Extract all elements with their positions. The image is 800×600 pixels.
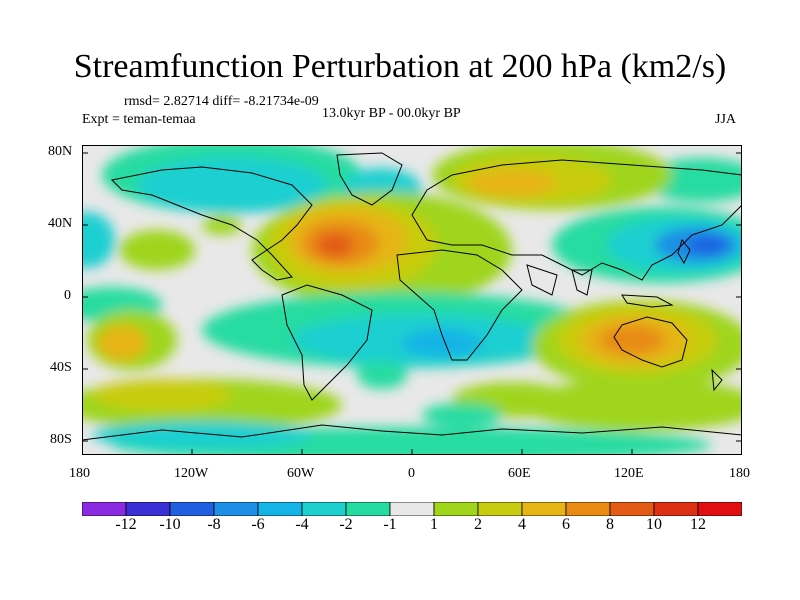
- x-tick-label: 120E: [614, 466, 644, 481]
- colorbar: [82, 502, 742, 516]
- x-tick-label: 60E: [508, 466, 531, 481]
- plot-title: Streamfunction Perturbation at 200 hPa (…: [73, 48, 727, 85]
- y-tick-label: 40N: [48, 216, 73, 231]
- colorbar-box: [433, 502, 479, 516]
- colorbar-tick-label: -2: [339, 516, 353, 533]
- colorbar-box: [653, 502, 699, 516]
- colorbar-tick-label: -6: [251, 516, 265, 533]
- x-tick-label: 120W: [174, 466, 209, 481]
- colorbar-tick-label: 8: [606, 516, 614, 533]
- colorbar-tick-label: 4: [518, 516, 526, 533]
- colorbar-tick-label: 6: [562, 516, 570, 533]
- colorbar-tick-label: 2: [474, 516, 482, 533]
- y-tick-label: 40S: [50, 360, 72, 375]
- colorbar-box: [565, 502, 611, 516]
- colorbar-tick-label: -12: [115, 516, 137, 533]
- colorbar-box: [389, 502, 435, 516]
- colorbar-tick-label: -8: [207, 516, 221, 533]
- colorbar-box: [82, 502, 127, 516]
- colorbar-box: [213, 502, 259, 516]
- y-tick-label: 80N: [48, 144, 73, 159]
- period-label: 13.0kyr BP - 00.0kyr BP: [322, 106, 461, 121]
- colorbar-box: [609, 502, 655, 516]
- colorbar-box: [477, 502, 523, 516]
- colorbar-box: [301, 502, 347, 516]
- x-tick-label: 180: [69, 466, 90, 481]
- streamfunction-map: [82, 145, 742, 455]
- y-tick-label: 0: [64, 288, 71, 303]
- colorbar-box: [125, 502, 171, 516]
- colorbar-tick-label: -10: [159, 516, 181, 533]
- colorbar-box: [697, 502, 742, 516]
- x-tick-label: 0: [408, 466, 415, 481]
- colorbar-box: [257, 502, 303, 516]
- colorbar-tick-label: 10: [646, 516, 662, 533]
- y-tick-label: 80S: [50, 432, 72, 447]
- season-label: JJA: [715, 112, 737, 127]
- x-tick-label: 180: [729, 466, 750, 481]
- colorbar-box: [345, 502, 391, 516]
- contour-fields: [82, 145, 742, 455]
- x-tick-label: 60W: [287, 466, 315, 481]
- colorbar-tick-label: -4: [295, 516, 309, 533]
- rmsd-stats: rmsd= 2.82714 diff= -8.21734e-09: [124, 94, 319, 109]
- colorbar-box: [169, 502, 215, 516]
- coastlines: [82, 152, 742, 441]
- colorbar-box: [521, 502, 567, 516]
- colorbar-tick-label: 12: [690, 516, 706, 533]
- colorbar-tick-label: 1: [430, 516, 438, 533]
- map-frame: [82, 145, 742, 455]
- colorbar-tick-label: -1: [383, 516, 397, 533]
- experiment-label: Expt = teman-temaa: [82, 112, 196, 127]
